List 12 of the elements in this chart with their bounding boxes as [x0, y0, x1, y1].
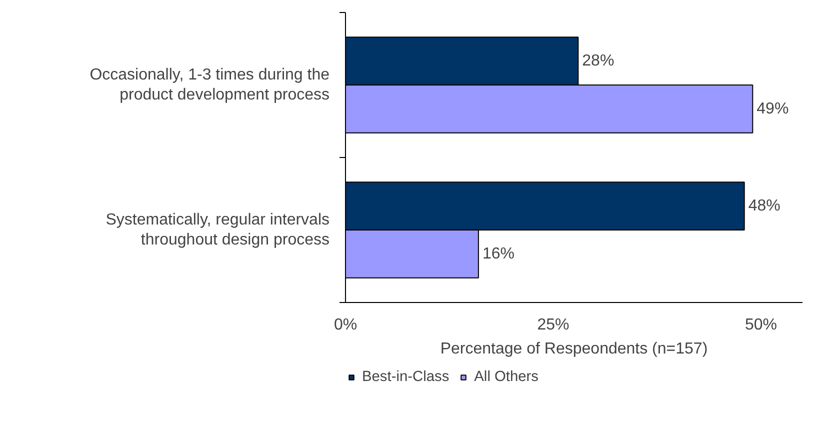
y-tick-label: Occasionally, 1-3 times during the product development process	[90, 66, 330, 104]
legend-label: All Others	[474, 369, 538, 385]
data-label: 28%	[582, 52, 614, 70]
data-label: 49%	[756, 100, 789, 118]
x-tick-label: 25%	[537, 316, 570, 334]
data-label: 48%	[748, 198, 780, 215]
x-tick-label: 0%	[334, 316, 358, 334]
y-tick-label: Systematically, regular intervals throughout design process	[106, 211, 330, 249]
legend-label: Best-in-Class	[362, 369, 450, 385]
data-label: 16%	[482, 245, 514, 262]
x-axis-title: Percentage of Respeondents (n=157)	[440, 340, 708, 358]
x-tick-label: 50%	[744, 316, 777, 334]
